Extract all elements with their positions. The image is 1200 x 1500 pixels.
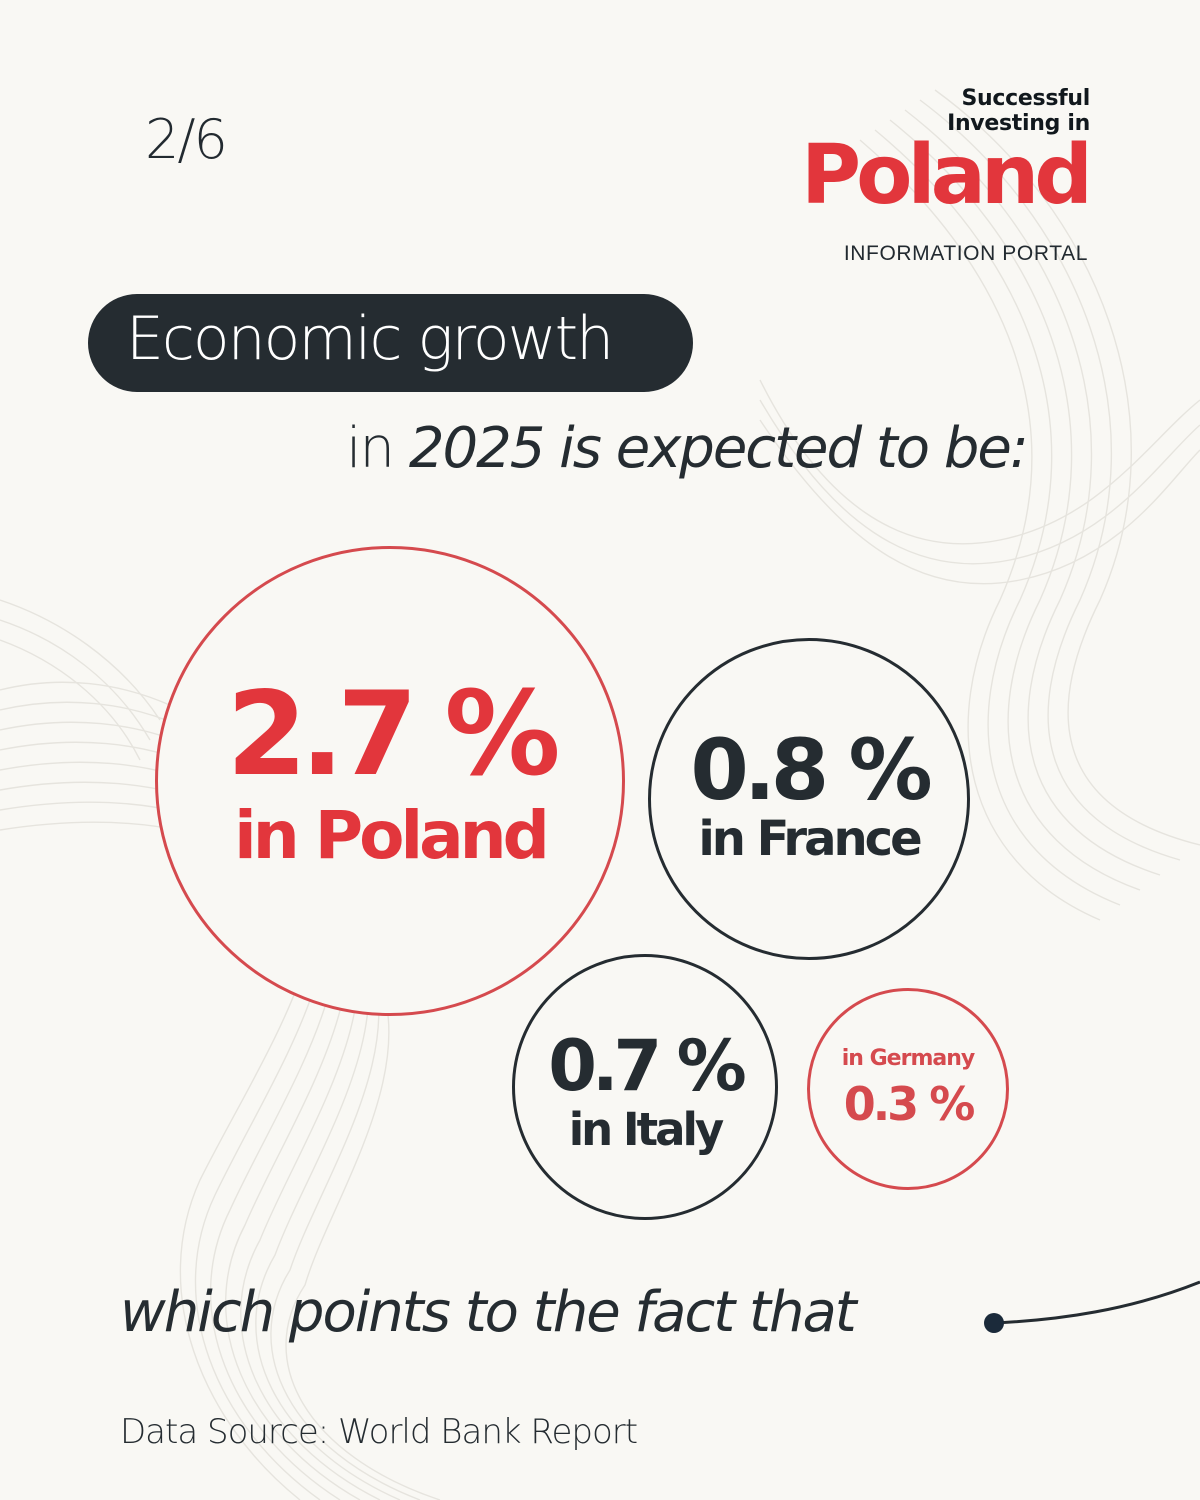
germany-stat-circle: in Germany 0.3 % bbox=[807, 988, 1009, 1190]
logo-line-1: Successful bbox=[961, 86, 1091, 111]
data-source: Data Source: World Bank Report bbox=[120, 1412, 638, 1452]
france-stat-circle: 0.8 % in France bbox=[648, 638, 970, 960]
france-value: 0.8 % bbox=[690, 721, 932, 819]
headline-pill: Economic growth bbox=[88, 294, 693, 392]
closing-text: which points to the fact that bbox=[120, 1280, 857, 1345]
italy-stat-circle: 0.7 % in Italy bbox=[512, 954, 778, 1220]
poland-value: 2.7 % bbox=[226, 667, 560, 802]
subtitle-prefix: in bbox=[346, 416, 409, 481]
page-counter: 2/6 bbox=[145, 108, 228, 171]
logo-line-2: Investing in bbox=[947, 111, 1090, 136]
italy-label: in Italy bbox=[568, 1103, 725, 1156]
logo-subtitle: INFORMATION PORTAL bbox=[843, 242, 1088, 265]
poland-label: in Poland bbox=[234, 797, 550, 874]
headline: Economic growth bbox=[126, 304, 614, 374]
germany-label: in Germany bbox=[841, 1046, 975, 1071]
france-label: in France bbox=[698, 811, 922, 867]
brand-logo: Successful Investing in Poland INFORMATI… bbox=[800, 86, 1093, 265]
logo-brand: Poland bbox=[801, 128, 1093, 223]
italy-value: 0.7 % bbox=[548, 1025, 747, 1107]
subtitle: in 2025 is expected to be: bbox=[346, 416, 1029, 481]
germany-value: 0.3 % bbox=[843, 1077, 976, 1131]
poland-stat-circle: 2.7 % in Poland bbox=[155, 546, 625, 1016]
connector-line-icon bbox=[984, 1280, 1200, 1333]
subtitle-emphasis: 2025 is expected to be: bbox=[408, 416, 1029, 481]
